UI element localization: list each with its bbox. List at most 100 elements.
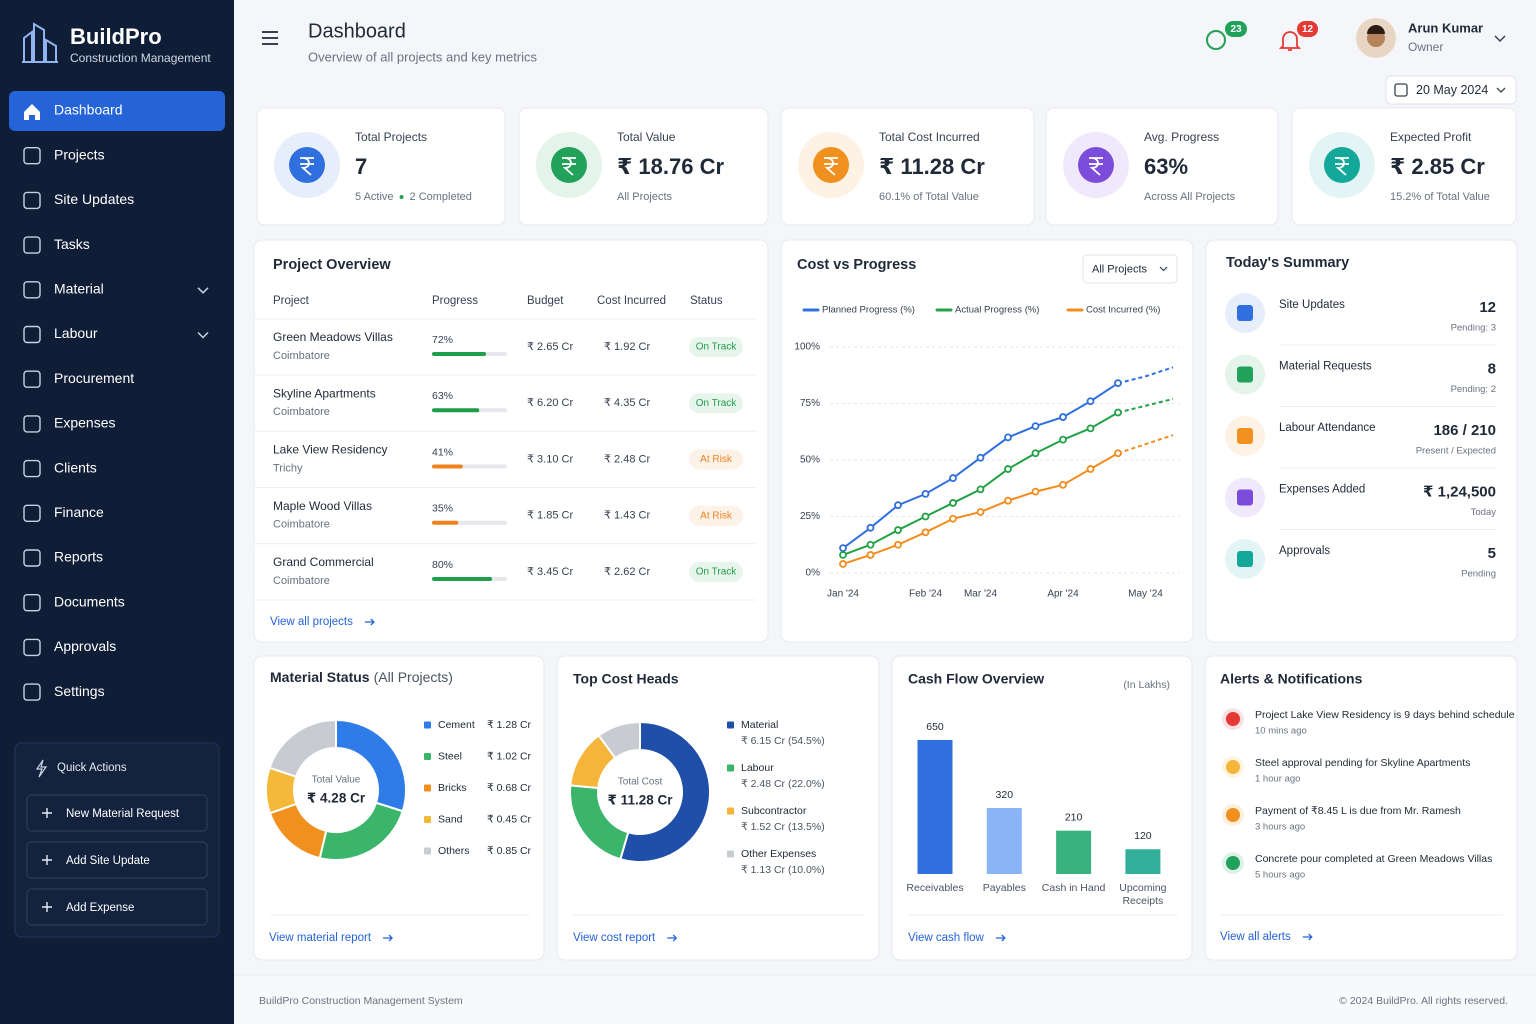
legend-swatch bbox=[424, 784, 431, 792]
kpi-icon bbox=[289, 147, 325, 183]
kpi-icon bbox=[1324, 147, 1360, 183]
link[interactable]: View cost report bbox=[573, 932, 656, 944]
quick-action-button[interactable] bbox=[26, 888, 208, 926]
link[interactable]: View all projects bbox=[270, 616, 353, 628]
legend-label: Planned Progress (%) bbox=[822, 305, 915, 316]
status-pill bbox=[689, 393, 743, 414]
kpi-note: 15.2% of Total Value bbox=[1390, 191, 1490, 203]
kpi-value: 63% bbox=[1144, 154, 1188, 179]
whatsapp-icon[interactable] bbox=[1206, 30, 1226, 50]
point bbox=[976, 485, 985, 494]
user-role: Owner bbox=[1408, 40, 1443, 54]
x-tick-label: Upcoming Receipts bbox=[1119, 882, 1167, 907]
budget: ₹ 3.45 Cr bbox=[527, 566, 573, 578]
summary-value: ₹ 1,24,500 bbox=[1423, 483, 1496, 500]
dropdown-value: All Projects bbox=[1092, 263, 1148, 275]
nav-icon bbox=[23, 594, 41, 612]
nav-item[interactable]: Expenses bbox=[54, 415, 115, 431]
nav-item[interactable]: Clients bbox=[54, 459, 97, 475]
nav-item[interactable]: Labour bbox=[54, 325, 98, 341]
point bbox=[1114, 449, 1122, 458]
nav-icon bbox=[23, 638, 41, 657]
project-location: Coimbatore bbox=[273, 519, 330, 531]
cost-incurred: ₹ 2.62 Cr bbox=[604, 566, 650, 578]
plus-icon bbox=[42, 855, 52, 865]
dropdown[interactable] bbox=[1082, 254, 1178, 284]
alert-time: 10 mins ago bbox=[1255, 726, 1307, 737]
nav-icon bbox=[23, 146, 41, 165]
progress-bar bbox=[432, 464, 463, 469]
quick-action-label: Add Site Update bbox=[66, 855, 150, 867]
logo-icon bbox=[22, 22, 58, 63]
progress-label: 63% bbox=[432, 390, 453, 402]
cost-incurred: ₹ 1.92 Cr bbox=[604, 341, 650, 353]
point bbox=[1114, 408, 1122, 417]
alert-icon bbox=[1226, 712, 1240, 726]
summary-note: Present / Expected bbox=[1416, 446, 1496, 457]
nav-item[interactable]: Site Updates bbox=[54, 191, 134, 207]
progress-label: 35% bbox=[432, 503, 453, 515]
progress-label: 41% bbox=[432, 446, 453, 458]
page-title: Dashboard bbox=[308, 20, 406, 42]
link[interactable]: View material report bbox=[269, 932, 372, 944]
kpi-label: Total Value bbox=[617, 130, 676, 144]
link[interactable]: View all alerts bbox=[1220, 931, 1291, 943]
kpi-icon-glyph bbox=[1089, 157, 1103, 176]
chevron bbox=[1494, 35, 1506, 43]
kpi-note: 2 Completed bbox=[410, 191, 472, 203]
unit: (In Lakhs) bbox=[1123, 679, 1170, 691]
summary-value: 8 bbox=[1488, 360, 1496, 377]
project-name: Green Meadows Villas bbox=[273, 330, 393, 344]
nav-item[interactable]: Settings bbox=[54, 683, 105, 699]
status-pill bbox=[689, 562, 743, 582]
plus-icon bbox=[42, 902, 52, 912]
status-pill bbox=[689, 337, 743, 357]
badge bbox=[1225, 21, 1247, 37]
date-picker[interactable] bbox=[1385, 75, 1517, 105]
nav-item[interactable]: Material bbox=[54, 281, 104, 297]
point bbox=[1031, 487, 1040, 496]
nav-item[interactable]: Finance bbox=[54, 504, 104, 520]
message-count: 23 bbox=[1230, 24, 1242, 35]
legend-label: Other Expenses bbox=[741, 848, 816, 860]
arrow-icon bbox=[1302, 933, 1313, 941]
summary-icon bbox=[1237, 551, 1253, 567]
legend-label: Cost Incurred (%) bbox=[1086, 305, 1160, 316]
summary-note: Today bbox=[1471, 507, 1497, 518]
column-header: Project bbox=[273, 295, 310, 307]
point bbox=[1031, 422, 1040, 431]
summary-value: 5 bbox=[1488, 545, 1496, 562]
legend-label: Cement bbox=[438, 719, 475, 731]
chevron bbox=[197, 287, 209, 294]
status: At Risk bbox=[700, 454, 733, 465]
nav-item[interactable]: Projects bbox=[54, 146, 105, 162]
point bbox=[839, 560, 847, 568]
point bbox=[1059, 413, 1067, 421]
nav-item[interactable]: Documents bbox=[54, 593, 125, 609]
link[interactable]: View cash flow bbox=[908, 932, 985, 944]
footer bbox=[234, 975, 1536, 1024]
quick-action-button[interactable] bbox=[26, 794, 208, 832]
alert-text: Project Lake View Residency is 9 days be… bbox=[1255, 709, 1515, 721]
nav-item[interactable]: Approvals bbox=[54, 638, 116, 654]
point bbox=[1114, 379, 1122, 388]
card bbox=[256, 107, 506, 226]
legend-swatch bbox=[424, 753, 431, 760]
quick-action-button[interactable] bbox=[26, 841, 208, 879]
nav-icon bbox=[23, 325, 41, 344]
summary-icon bbox=[1237, 366, 1253, 383]
quick-action-label: New Material Request bbox=[66, 808, 180, 820]
alert-text: Payment of ₹8.45 L is due from Mr. Rames… bbox=[1255, 805, 1461, 817]
nav-item[interactable]: Dashboard bbox=[54, 102, 123, 118]
legend-label: Others bbox=[438, 845, 470, 857]
point bbox=[949, 514, 957, 523]
page-subtitle: Overview of all projects and key metrics bbox=[308, 49, 538, 64]
nav-item[interactable]: Reports bbox=[54, 549, 103, 565]
legend-value: ₹ 2.48 Cr (22.0%) bbox=[741, 778, 825, 790]
nav-item[interactable]: Tasks bbox=[54, 236, 90, 252]
nav-item[interactable]: Procurement bbox=[54, 370, 134, 386]
project-name: Skyline Apartments bbox=[273, 386, 376, 400]
bell-icon[interactable] bbox=[1278, 31, 1302, 51]
chevron bbox=[1496, 87, 1506, 93]
